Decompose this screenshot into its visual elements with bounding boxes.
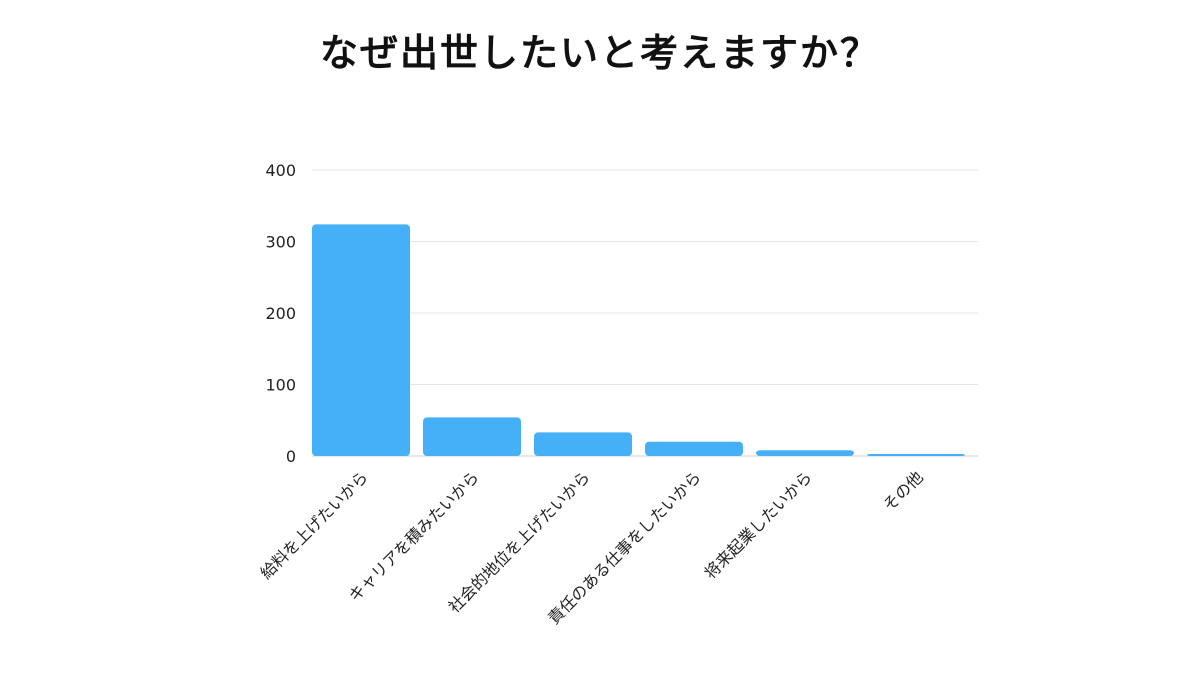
bar — [312, 224, 410, 456]
x-category-label: その他 — [879, 467, 926, 514]
x-axis-category-labels: 給料を上げたいからキャリアを積みたいから社会的地位を上げたいから責任のある仕事を… — [257, 467, 927, 628]
bar — [756, 450, 854, 456]
x-category-label: 将来起業したいから — [701, 467, 816, 582]
chart-title: なぜ出世したいと考えますか？ — [319, 31, 880, 75]
y-tick-label: 300 — [265, 233, 296, 252]
bar — [534, 432, 632, 456]
x-category-label: 給料を上げたいから — [257, 467, 372, 582]
bar — [867, 454, 965, 456]
y-tick-label: 100 — [265, 376, 296, 395]
y-tick-label: 400 — [265, 161, 296, 180]
y-tick-label: 200 — [265, 304, 296, 323]
y-tick-label: 0 — [286, 447, 296, 466]
y-axis-tick-labels: 0 100 200 300 400 — [265, 161, 296, 466]
bars — [312, 224, 965, 456]
bar — [645, 441, 743, 456]
bar — [423, 417, 521, 456]
gridlines — [312, 169, 978, 457]
